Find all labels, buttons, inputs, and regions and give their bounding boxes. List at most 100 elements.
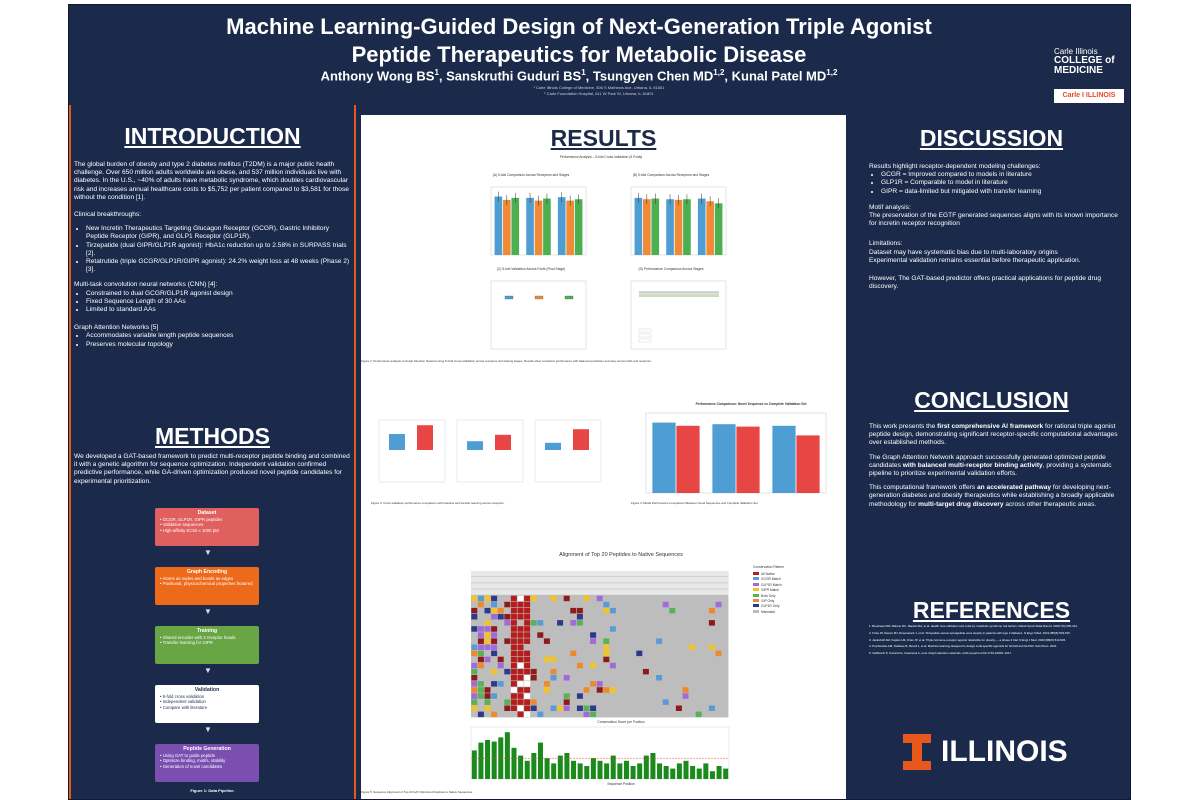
c2a: The Graph Attention Network approach suc… <box>869 453 1106 469</box>
alignment-cell <box>510 693 517 699</box>
alignment-cell <box>543 638 550 644</box>
gat-item: Accommodates variable length peptide seq… <box>86 332 352 340</box>
legend-entry: GLP1R Only <box>753 604 823 608</box>
bar <box>697 198 706 255</box>
bar <box>485 740 491 779</box>
alignment-cell <box>484 607 491 614</box>
introduction-heading: INTRODUCTION <box>124 123 301 149</box>
discussion-item: GCGR = Improved compared to models in li… <box>881 171 1124 179</box>
flow-arrow-icon: ▼ <box>204 725 212 734</box>
legend-entry: Both Only <box>753 593 823 598</box>
alignment-cell <box>576 620 583 626</box>
alignment-cell <box>510 687 517 693</box>
results-figures-svg <box>378 186 827 780</box>
alignment-cell <box>491 607 498 614</box>
alignment-cell <box>504 620 511 626</box>
pipeline-step-detail: • Positional, physicochemical properties… <box>160 581 253 587</box>
bar <box>557 755 563 779</box>
legend-label: Both Only <box>761 593 776 598</box>
alignment-cell <box>596 687 603 693</box>
bar <box>604 763 610 779</box>
alignment-cell <box>656 638 663 644</box>
pipeline-step-detail: • Shared encoder with 3 receptor heads <box>160 635 236 641</box>
illinois-logo: ILLINOIS <box>903 732 1103 772</box>
alignment-cell <box>471 607 478 614</box>
alignment-cell <box>471 687 478 693</box>
alignment-cell <box>477 711 484 718</box>
bar <box>597 760 603 779</box>
alignment-cell <box>537 620 544 626</box>
alignment-cell <box>510 638 517 644</box>
bar <box>498 737 504 779</box>
alignment-cell <box>517 614 524 620</box>
pipeline-step-detail: • Using GAT to guide peptide <box>160 753 216 759</box>
bar <box>545 442 561 450</box>
alignment-cell <box>477 632 484 638</box>
alignment-cell <box>504 705 511 711</box>
right-column: DISCUSSION Results highlight receptor-de… <box>851 105 1130 799</box>
bar <box>736 426 760 493</box>
figure-4-caption: Figure 4: Model Performance Comparison B… <box>631 501 759 505</box>
legend-entry: GCGR Match <box>753 577 823 581</box>
alignment-cell <box>524 687 531 693</box>
alignment-cell <box>517 699 524 705</box>
bar <box>716 766 722 779</box>
alignment-cell <box>603 656 610 663</box>
bar <box>709 771 715 779</box>
c1c: for rational triple agonist peptide desi… <box>869 423 1118 447</box>
breakthrough-item: Tirzepatide (dual GIPR/GLP1R agonist): H… <box>86 242 352 258</box>
alignment-cell <box>576 662 583 669</box>
pipeline-step: Dataset • GCGR, GLP1R, GIPR peptides • Val… <box>155 508 259 546</box>
figure-3-caption: Figure 3: Cross-validation performance c… <box>371 501 505 505</box>
alignment-cell <box>708 607 715 614</box>
legend-entry: GIP Only <box>753 599 823 603</box>
figure-5-caption: Figure 5: Sequence Alignment of Top 20 G… <box>361 790 474 794</box>
author-list: Anthony Wong BS1, Sanskruthi Guduri BS1,… <box>320 68 838 84</box>
alignment-cell <box>530 620 537 626</box>
alignment-cell <box>497 614 504 620</box>
alignment-cell <box>491 632 498 638</box>
pipeline-step-detail: • 5-fold cross validation <box>160 694 205 700</box>
alignment-cell <box>510 699 517 705</box>
alignment-cell <box>524 620 531 626</box>
alignment-cell <box>583 705 590 711</box>
pipeline-step-title: Graph Encoding <box>186 569 228 575</box>
alignment-cell <box>590 632 597 638</box>
alignment-cell <box>669 607 676 614</box>
legend-label: GLP1R Match <box>761 582 782 587</box>
bar <box>670 768 676 779</box>
discussion-lead: Results highlight receptor-dependent mod… <box>869 163 1041 170</box>
alignment-cell <box>510 681 517 687</box>
bar <box>676 763 682 779</box>
alignment-cell <box>570 620 577 626</box>
carle-illinois-logo: Carle I ILLINOIS <box>1054 89 1124 103</box>
figure-2-panel-c <box>490 280 587 350</box>
methods-heading: METHODS <box>155 423 270 449</box>
alignment-cell <box>484 632 491 638</box>
bar <box>557 197 566 255</box>
legend-label: Mismatch <box>761 609 776 614</box>
alignment-cell <box>471 693 478 699</box>
bar <box>610 755 616 779</box>
title-line-1: Machine Learning-Guided Design of Next-G… <box>226 14 932 39</box>
alignment-cell <box>477 595 484 602</box>
bar <box>471 750 477 779</box>
pipeline-step-detail: • GCGR, GLP1R, GIPR peptides <box>160 517 223 523</box>
alignment-cell <box>484 699 491 705</box>
alignment-cell <box>576 607 583 614</box>
alignment-cell <box>504 699 511 705</box>
alignment-cell <box>517 626 524 632</box>
title-line-2: Peptide Therapeutics for Metabolic Disea… <box>351 42 807 67</box>
motif-label: Motif analysis: <box>869 203 911 211</box>
alignment-cell <box>563 699 570 705</box>
flow-arrow-icon: ▼ <box>204 548 212 557</box>
reference-item: 4. Puszkarska AM, Taddese B, Revell J, e… <box>869 644 1058 649</box>
reference-item: 2. Frías JP, Davies MJ, Rosenstock J, et… <box>869 630 1071 635</box>
bar <box>617 763 623 779</box>
bar <box>652 422 676 493</box>
plot-frame <box>645 412 827 494</box>
plot-frame <box>456 419 524 483</box>
alignment-cell <box>524 662 531 669</box>
alignment-cell <box>517 675 524 681</box>
pipeline-step-detail: • Validation sequences <box>160 522 204 528</box>
